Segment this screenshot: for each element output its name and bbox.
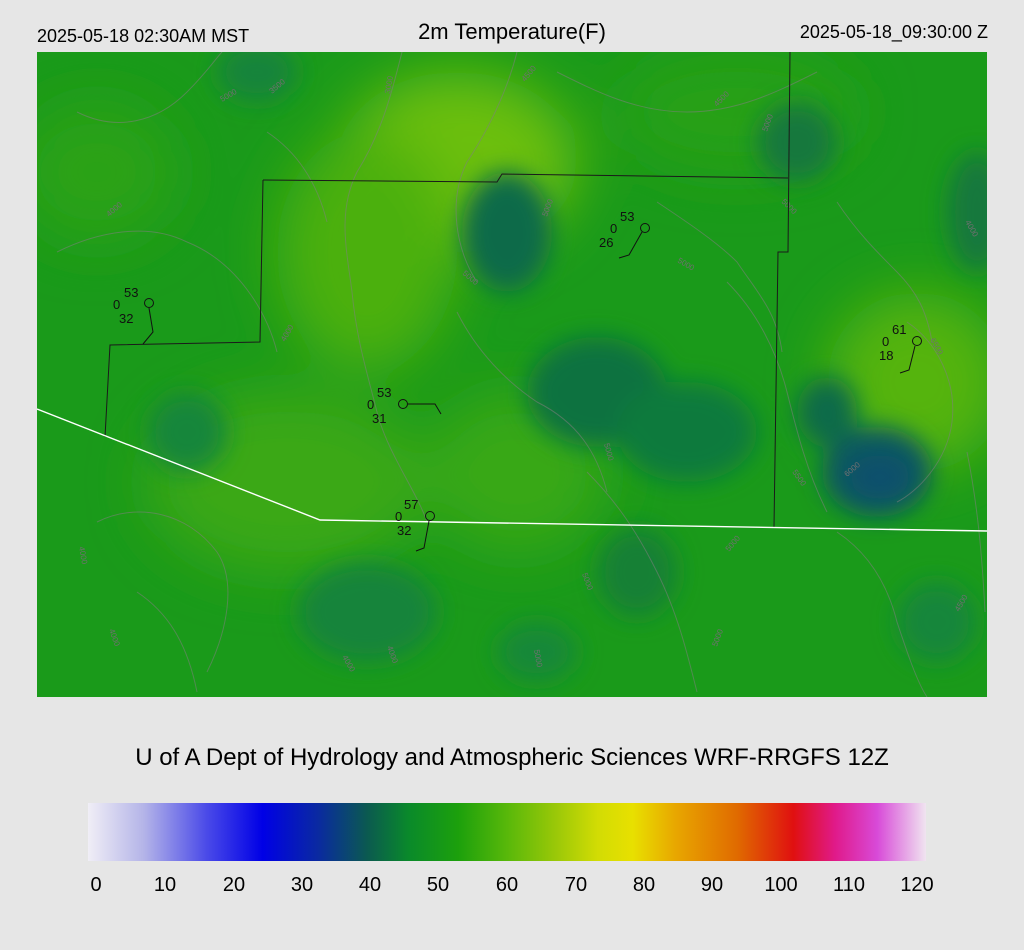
colorbar-tick-label: 60 (495, 874, 519, 896)
station-middle-value: 0 (610, 221, 617, 236)
station-middle-value: 0 (367, 397, 374, 412)
temperature-map: 3000 3500 4000 4500 4500 5000 5000 5000 … (37, 52, 987, 697)
station-plot[interactable]: 61 0 18 (879, 322, 922, 374)
colorbar-tick-label: 30 (290, 874, 314, 896)
colorbar-tick-label: 10 (153, 874, 177, 896)
station-middle-value: 0 (395, 509, 402, 524)
station-plot[interactable]: 53 0 32 (113, 285, 154, 345)
model-credit: U of A Dept of Hydrology and Atmospheric… (135, 744, 889, 771)
station-temperature: 53 (377, 385, 391, 400)
station-plot[interactable]: 53 0 26 (599, 209, 650, 259)
temperature-colorbar (88, 803, 926, 861)
station-temperature: 57 (404, 497, 418, 512)
colorbar-tick-label: 80 (632, 874, 656, 896)
county-boundaries (104, 52, 791, 528)
station-temperature: 53 (620, 209, 634, 224)
temperature-field (37, 52, 987, 697)
map-title: 2m Temperature(F) (418, 19, 606, 44)
colorbar-ticks: 0 10 20 30 40 50 60 70 80 90 100 110 120 (0, 874, 1024, 902)
station-dewpoint: 31 (372, 411, 386, 426)
colorbar-tick-label: 70 (564, 874, 588, 896)
colorbar-tick-label: 20 (222, 874, 246, 896)
station-middle-value: 0 (882, 334, 889, 349)
colorbar-tick-label: 0 (90, 874, 102, 896)
station-middle-value: 0 (113, 297, 120, 312)
contour-label: 5000 (532, 649, 544, 669)
colorbar-tick-label: 40 (358, 874, 382, 896)
station-dewpoint: 26 (599, 235, 613, 250)
station-dewpoint: 32 (119, 311, 133, 326)
colorbar-tick-label: 110 (833, 874, 865, 896)
station-temperature: 61 (892, 322, 906, 337)
station-temperature: 53 (124, 285, 138, 300)
station-dewpoint: 18 (879, 348, 893, 363)
station-dewpoint: 32 (397, 523, 411, 538)
contour-label: 4000 (77, 546, 89, 566)
terrain-contours (56, 52, 986, 697)
valid-utc-time: 2025-05-18_09:30:00 Z (799, 22, 988, 42)
station-plot[interactable]: 53 0 31 (367, 385, 442, 426)
state-boundary (37, 408, 987, 532)
valid-local-time: 2025-05-18 02:30AM MST (37, 26, 250, 46)
colorbar-tick-label: 50 (426, 874, 450, 896)
station-plots: 53 0 32 53 0 26 53 0 31 57 0 32 (113, 209, 922, 552)
station-plot[interactable]: 57 0 32 (395, 497, 435, 552)
contour-label: 3000 (383, 75, 395, 95)
colorbar-tick-label: 90 (700, 874, 724, 896)
colorbar-tick-label: 120 (900, 874, 934, 896)
colorbar-tick-label: 100 (764, 874, 798, 896)
